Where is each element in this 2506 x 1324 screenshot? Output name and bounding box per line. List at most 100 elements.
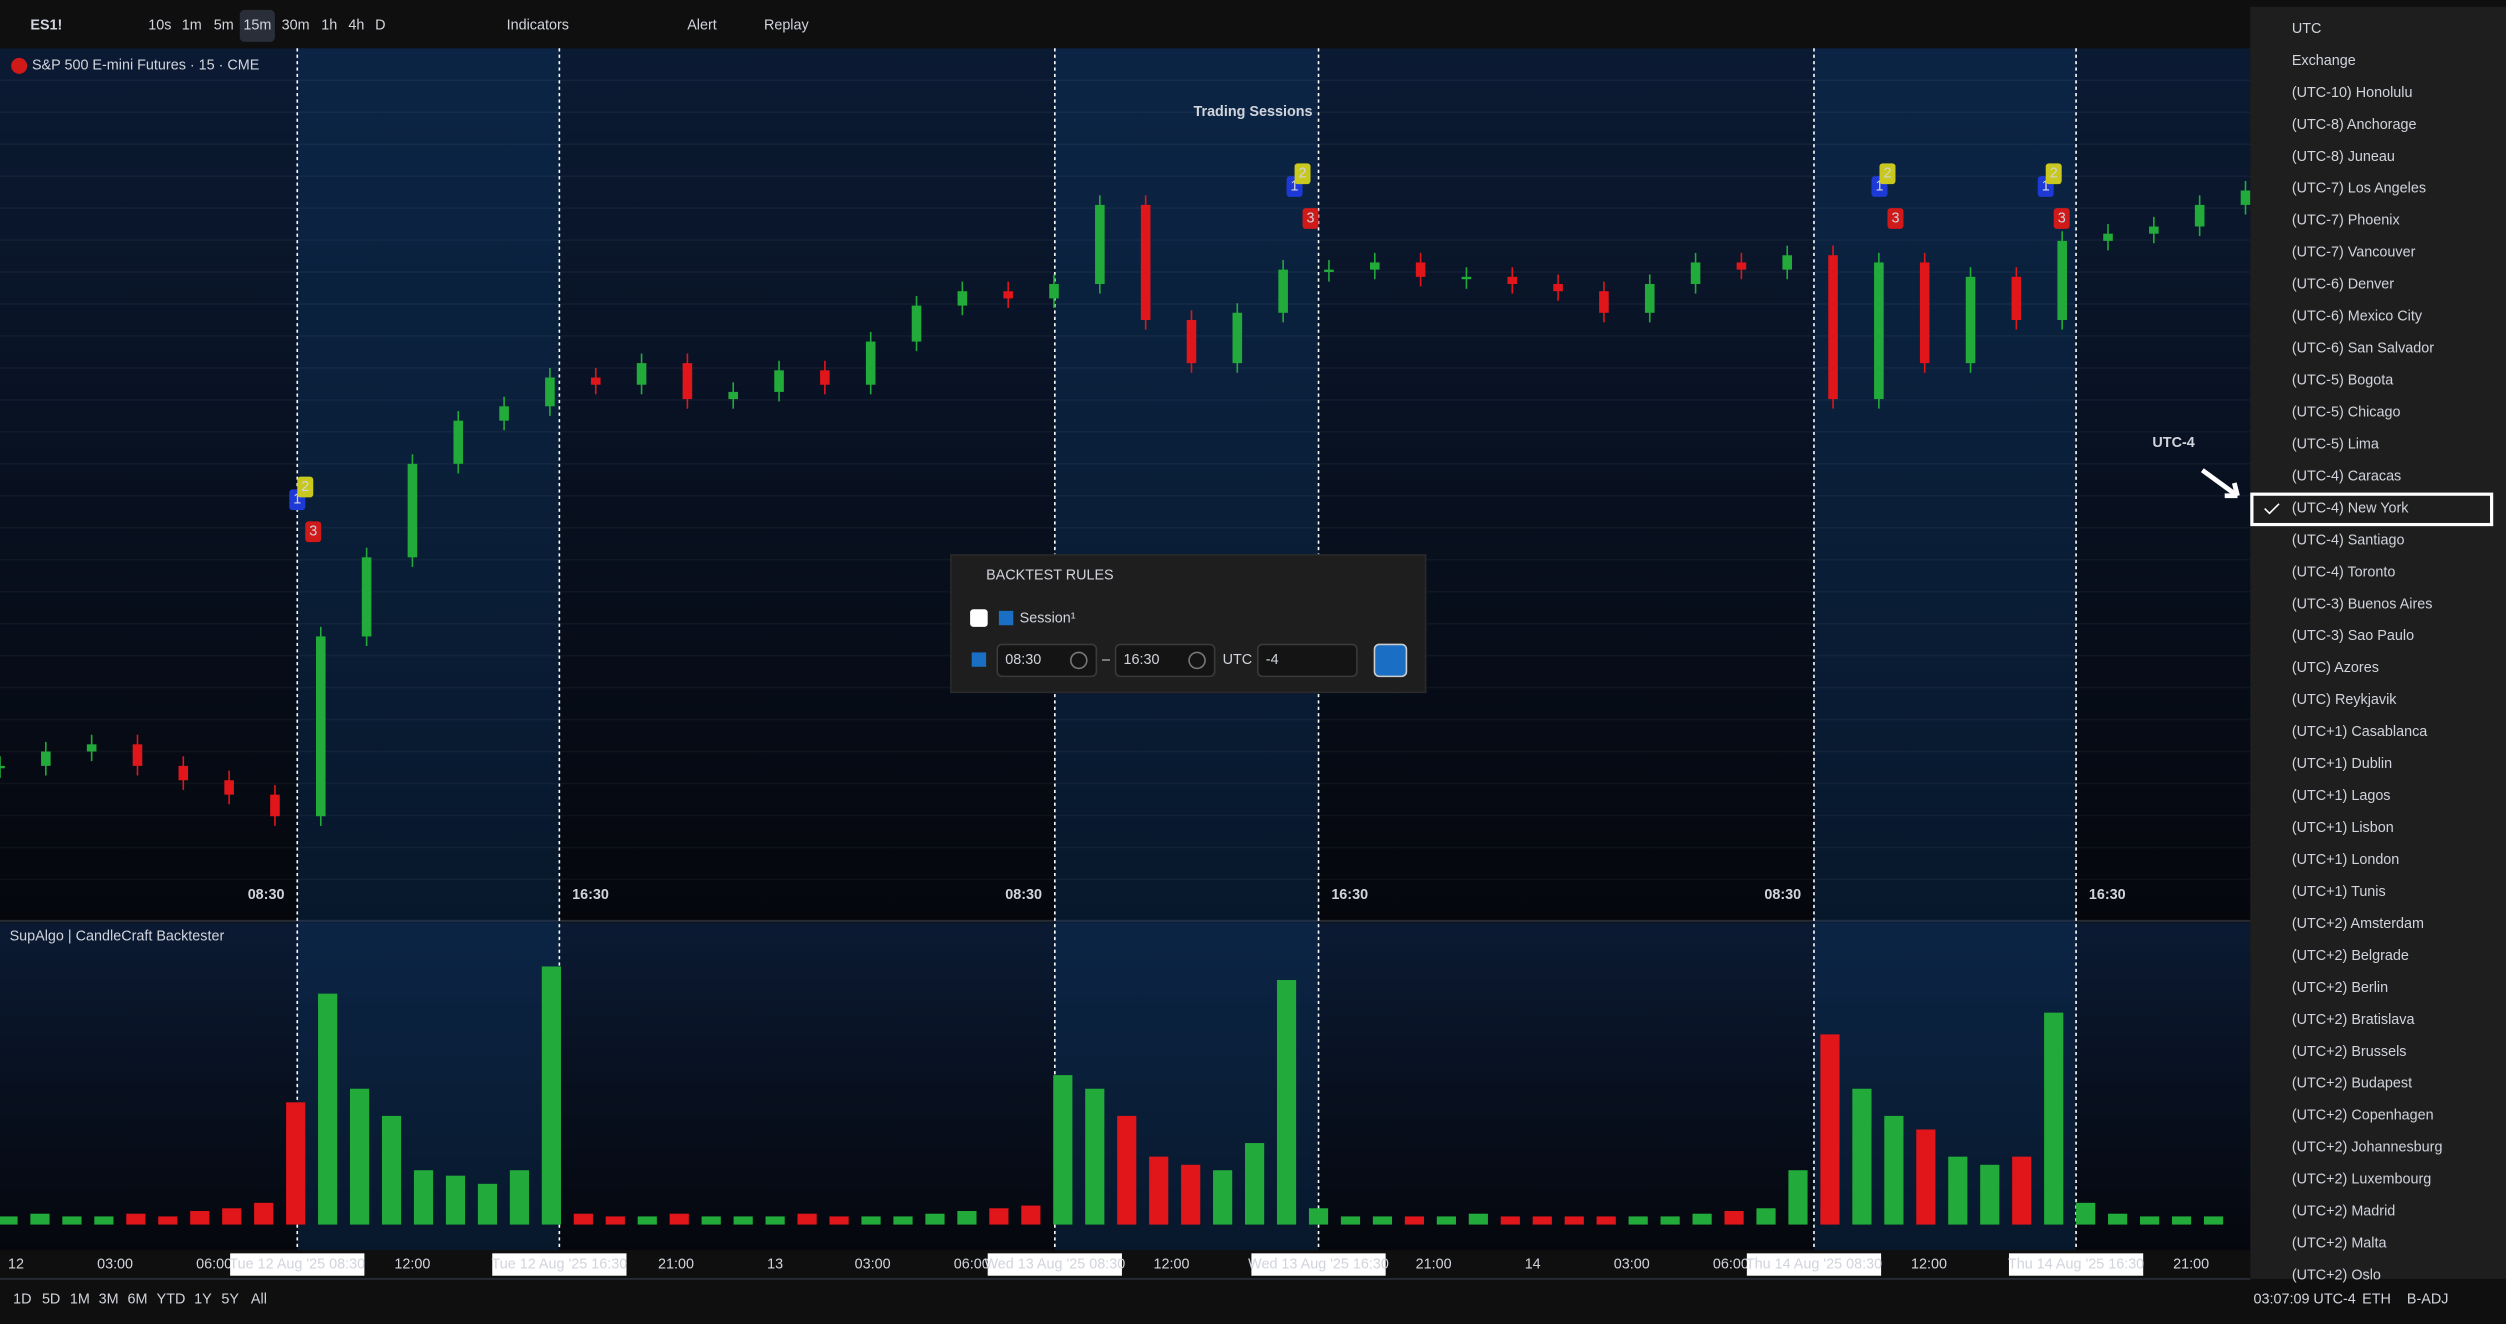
- timezone-item[interactable]: (UTC+2) Copenhagen: [2292, 1108, 2434, 1124]
- time-highlight: [1746, 1253, 1882, 1276]
- timezone-item[interactable]: (UTC-3) Sao Paulo: [2292, 628, 2414, 644]
- annotation: UTC-4: [2152, 435, 2194, 451]
- timezone-item[interactable]: (UTC-5) Lima: [2292, 436, 2379, 452]
- volume-bar: [1372, 1216, 1393, 1225]
- timezone-item[interactable]: (UTC) Reykjavik: [2292, 692, 2397, 708]
- range-button[interactable]: 5D: [42, 1291, 60, 1307]
- timezone-item[interactable]: (UTC-3) Buenos Aires: [2292, 596, 2433, 612]
- volume-bar: [605, 1216, 625, 1225]
- color-button[interactable]: [1373, 643, 1408, 678]
- candle: [86, 744, 97, 752]
- timezone-item[interactable]: (UTC+2) Malta: [2292, 1236, 2387, 1252]
- x-tick-label: 03:00: [855, 1256, 891, 1272]
- volume-bar: [1628, 1216, 1648, 1225]
- timezone-item[interactable]: (UTC-8) Juneau: [2292, 149, 2395, 165]
- range-button[interactable]: 5Y: [221, 1291, 239, 1307]
- interval[interactable]: D: [375, 18, 385, 34]
- timezone-item[interactable]: (UTC+2) Bratislava: [2292, 1012, 2415, 1028]
- range-button[interactable]: 3M: [99, 1291, 119, 1307]
- timezone-item[interactable]: (UTC+2) Madrid: [2292, 1204, 2395, 1220]
- volume-bar: [158, 1216, 178, 1225]
- time-input[interactable]: [996, 643, 1098, 678]
- range-button[interactable]: 1D: [13, 1291, 31, 1307]
- interval[interactable]: 4h: [348, 18, 364, 34]
- timezone-item[interactable]: (UTC+2) Oslo: [2292, 1268, 2381, 1284]
- interval[interactable]: 5m: [214, 18, 234, 34]
- candle: [2194, 204, 2205, 227]
- timezone-item[interactable]: (UTC+2) Amsterdam: [2292, 916, 2424, 932]
- eth-button[interactable]: ETH: [2362, 1291, 2391, 1307]
- range-button[interactable]: All: [251, 1291, 267, 1307]
- timezone-item[interactable]: (UTC-4) New York: [2292, 500, 2409, 516]
- timezone-item[interactable]: (UTC+1) London: [2292, 852, 2399, 868]
- timezone-item[interactable]: (UTC-4) Caracas: [2292, 468, 2401, 484]
- timezone-item[interactable]: (UTC+2) Berlin: [2292, 980, 2388, 996]
- timezone-item[interactable]: (UTC+1) Dublin: [2292, 756, 2392, 772]
- timezone-item[interactable]: UTC: [2292, 21, 2322, 37]
- candle: [636, 363, 647, 385]
- signal-label: 1: [293, 492, 301, 508]
- timezone-item[interactable]: (UTC+2) Budapest: [2292, 1076, 2412, 1092]
- volume-bar: [1021, 1205, 1041, 1225]
- timezone-item[interactable]: (UTC-6) Mexico City: [2292, 309, 2423, 325]
- timezone-item[interactable]: (UTC-7) Vancouver: [2292, 245, 2416, 261]
- volume-bar: [286, 1102, 306, 1225]
- timezone-item[interactable]: (UTC+1) Lisbon: [2292, 820, 2394, 836]
- candle: [453, 420, 464, 464]
- color-swatch: [998, 610, 1014, 626]
- interval[interactable]: 1m: [182, 18, 202, 34]
- range-button[interactable]: 6M: [127, 1291, 147, 1307]
- badj-button[interactable]: B-ADJ: [2407, 1291, 2449, 1307]
- timezone-item[interactable]: (UTC-4) Toronto: [2292, 564, 2396, 580]
- signal-badge: [1294, 163, 1311, 185]
- interval[interactable]: 10s: [148, 18, 171, 34]
- timezone-item[interactable]: (UTC+2) Brussels: [2292, 1044, 2407, 1060]
- timezone-item[interactable]: (UTC-5) Bogota: [2292, 373, 2393, 389]
- time-input[interactable]: [1114, 643, 1216, 678]
- symbol[interactable]: ES1!: [30, 18, 62, 34]
- timezone-item[interactable]: (UTC+2) Luxembourg: [2292, 1172, 2431, 1188]
- clock[interactable]: 03:07:09 UTC-4: [2253, 1291, 2355, 1307]
- offset-input[interactable]: [1256, 643, 1358, 678]
- signal-label: 3: [1891, 210, 1899, 226]
- indicators-button[interactable]: Indicators: [507, 18, 569, 34]
- interval[interactable]: 15m: [243, 18, 271, 34]
- x-tick-label: Tue 12 Aug '25 16:30: [492, 1256, 628, 1272]
- volume-bar: [445, 1175, 466, 1225]
- timezone-item[interactable]: (UTC-7) Los Angeles: [2292, 181, 2426, 197]
- timezone-item[interactable]: (UTC+2) Belgrade: [2292, 948, 2409, 964]
- range-button[interactable]: 1M: [70, 1291, 90, 1307]
- volume-bar: [1404, 1216, 1425, 1225]
- interval[interactable]: 30m: [282, 18, 310, 34]
- timezone-item[interactable]: (UTC+1) Casablanca: [2292, 724, 2427, 740]
- timezone-item[interactable]: (UTC-8) Anchorage: [2292, 117, 2417, 133]
- timezone-item[interactable]: (UTC-7) Phoenix: [2292, 213, 2401, 229]
- timezone-item[interactable]: (UTC+2) Johannesburg: [2292, 1140, 2443, 1156]
- candle: [1324, 269, 1334, 273]
- timezone-item[interactable]: (UTC-4) Santiago: [2292, 532, 2405, 548]
- volume-bar: [1916, 1129, 1936, 1225]
- range-button[interactable]: YTD: [157, 1291, 186, 1307]
- timezone-item[interactable]: (UTC+1) Tunis: [2292, 884, 2386, 900]
- signal-label: 2: [1299, 166, 1307, 182]
- timezone-item[interactable]: (UTC) Azores: [2292, 660, 2379, 676]
- candle: [1965, 276, 1976, 364]
- candle: [2103, 233, 2113, 241]
- interval[interactable]: 1h: [321, 18, 337, 34]
- range-button[interactable]: 1Y: [194, 1291, 212, 1307]
- replay-button[interactable]: Replay: [764, 18, 810, 34]
- timezone-item[interactable]: Exchange: [2292, 53, 2356, 69]
- timezone-item[interactable]: (UTC-10) Honolulu: [2292, 85, 2413, 101]
- candle: [820, 370, 830, 385]
- volume-bar: [573, 1213, 593, 1225]
- volume-bar: [2140, 1216, 2160, 1225]
- session-label: 08:30: [248, 887, 285, 903]
- checkbox[interactable]: [970, 609, 988, 627]
- alert-button[interactable]: Alert: [687, 18, 717, 34]
- timezone-item[interactable]: (UTC+1) Lagos: [2292, 788, 2391, 804]
- timezone-item[interactable]: (UTC-6) San Salvador: [2292, 341, 2434, 357]
- timezone-item[interactable]: (UTC-6) Denver: [2292, 277, 2394, 293]
- signal-badge: [1302, 208, 1319, 229]
- timezone-item[interactable]: (UTC-5) Chicago: [2292, 404, 2401, 420]
- signal-badge: [305, 521, 322, 543]
